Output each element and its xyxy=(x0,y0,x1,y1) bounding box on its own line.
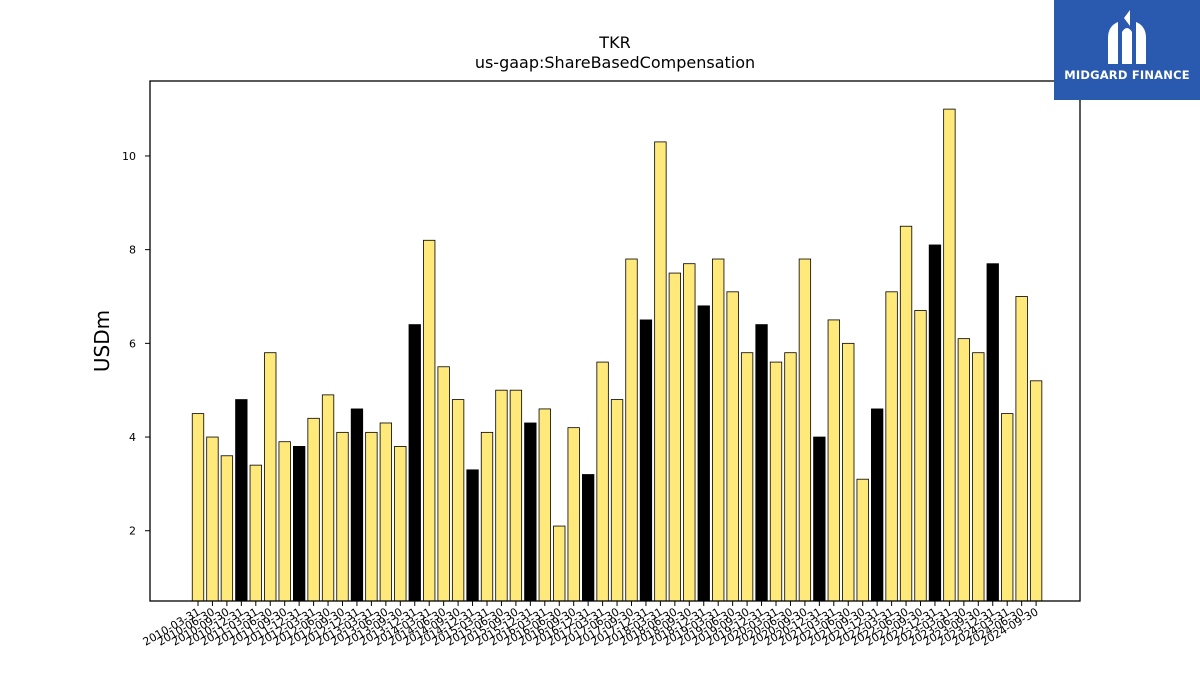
bar-2010-09-30 xyxy=(220,455,234,602)
bar-2015-09-30 xyxy=(509,389,523,602)
bar-2012-12-31 xyxy=(350,408,364,602)
y-axis-label: USDm xyxy=(90,310,114,372)
bar-2020-12-31 xyxy=(813,436,826,602)
bar-2011-12-31 xyxy=(292,446,306,602)
bar-2024-09-30 xyxy=(1029,380,1043,602)
bar-2018-03-31 xyxy=(654,141,667,602)
bar-2021-09-30 xyxy=(856,478,869,602)
midgard-logo-icon xyxy=(1108,10,1146,64)
chart-title: TKR xyxy=(598,33,630,52)
bar-2016-12-31 xyxy=(582,474,595,602)
y-tick-label: 6 xyxy=(129,337,136,350)
bar-2018-09-30 xyxy=(683,263,696,602)
brand-logo: MIDGARD FINANCE xyxy=(1054,0,1200,100)
bar-2012-09-30 xyxy=(336,431,349,602)
bar-2012-03-31 xyxy=(307,417,320,602)
bar-2014-12-31 xyxy=(466,469,479,602)
y-tick-label: 8 xyxy=(129,244,136,257)
bar-2015-12-31 xyxy=(524,422,537,602)
bar-2022-06-30 xyxy=(899,225,913,602)
bar-2016-03-31 xyxy=(538,408,551,602)
bar-2020-03-31 xyxy=(769,361,783,602)
bar-2019-06-30 xyxy=(726,291,739,602)
bar-2010-03-31 xyxy=(191,413,205,602)
bar-2011-03-31 xyxy=(249,464,262,602)
bar-2018-12-31 xyxy=(697,305,710,602)
bar-2015-03-31 xyxy=(480,431,494,602)
bar-2021-03-31 xyxy=(827,319,840,602)
bar-2013-09-30 xyxy=(394,446,407,602)
bar-2020-06-30 xyxy=(784,352,797,602)
plot-frame xyxy=(149,80,1081,602)
y-tick-label: 4 xyxy=(129,431,136,444)
bar-2020-09-30 xyxy=(798,258,812,602)
bar-2013-06-30 xyxy=(379,422,393,602)
y-tick-label: 2 xyxy=(129,525,136,538)
bar-2017-09-30 xyxy=(625,258,638,602)
bar-2022-12-31 xyxy=(928,244,942,602)
bar-2016-06-30 xyxy=(553,525,566,602)
bar-2024-06-30 xyxy=(1015,296,1028,602)
chart-subtitle: us-gaap:ShareBasedCompensation xyxy=(475,53,755,72)
bar-2017-12-31 xyxy=(639,319,653,602)
bar-2013-12-31 xyxy=(408,324,421,602)
bar-2019-12-31 xyxy=(755,324,768,602)
bar-2023-06-30 xyxy=(957,338,970,602)
bar-2017-06-30 xyxy=(610,399,624,602)
bar-2018-06-30 xyxy=(668,272,681,602)
bar-2015-06-30 xyxy=(495,389,508,602)
bar-2023-03-31 xyxy=(943,108,956,602)
bar-2021-12-31 xyxy=(871,408,884,602)
bar-2023-12-31 xyxy=(986,263,999,602)
bar-2010-12-31 xyxy=(235,399,248,602)
bar-2022-03-31 xyxy=(885,291,898,602)
bar-2019-09-30 xyxy=(740,352,754,602)
bar-2014-06-30 xyxy=(437,366,450,602)
bar-2014-03-31 xyxy=(423,239,436,602)
y-axis: 2 4 6 8 10 xyxy=(122,150,150,538)
bar-2014-09-30 xyxy=(451,399,465,602)
bar-2016-09-30 xyxy=(567,427,580,602)
bar-2023-09-30 xyxy=(972,352,985,602)
x-axis: 2010-03-312010-06-302010-09-302010-12-31… xyxy=(141,601,1041,649)
bar-2010-06-30 xyxy=(206,436,219,602)
bar-2012-06-30 xyxy=(321,394,335,602)
bar-2022-09-30 xyxy=(914,310,927,602)
bar-2024-03-31 xyxy=(1001,413,1014,602)
bar-2011-09-30 xyxy=(278,441,291,602)
logo-text: MIDGARD FINANCE xyxy=(1064,68,1190,82)
bar-2011-06-30 xyxy=(264,352,277,602)
bar-2013-03-31 xyxy=(365,431,378,602)
bar-2017-03-31 xyxy=(596,361,609,602)
bar-2021-06-30 xyxy=(842,342,855,602)
y-tick-label: 10 xyxy=(122,150,136,163)
bar-2019-03-31 xyxy=(712,258,725,602)
bars-group xyxy=(191,108,1043,602)
